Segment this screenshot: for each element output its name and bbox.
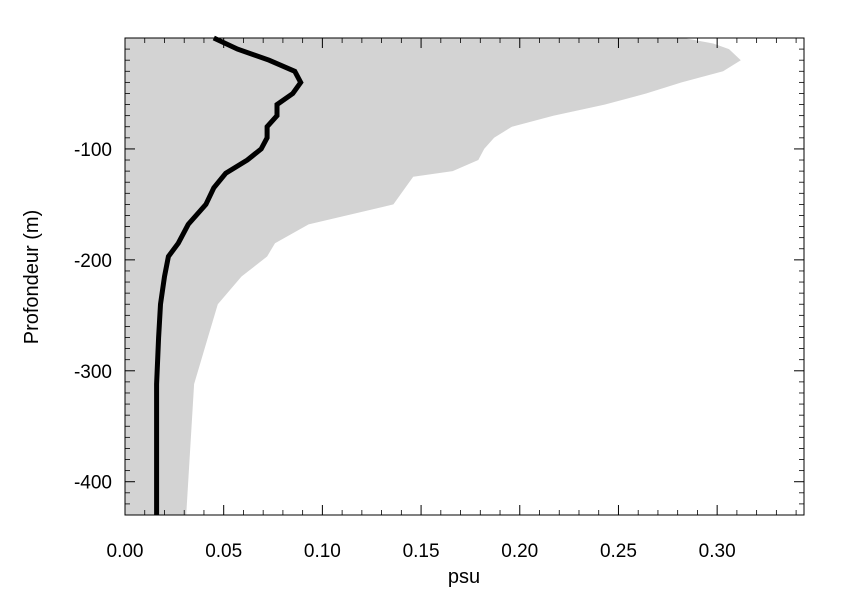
y-tick-label: -400 — [74, 473, 112, 494]
x-tick-label: 0.00 — [107, 541, 144, 562]
x-tick-label: 0.10 — [304, 541, 341, 562]
plot-frame — [124, 37, 805, 516]
plot-content — [125, 35, 741, 515]
x-axis-title: psu — [448, 566, 480, 588]
x-tick-label: 0.15 — [403, 541, 440, 562]
x-tick-label: 0.25 — [600, 541, 637, 562]
x-tick-label: 0.05 — [205, 541, 242, 562]
minor-ticks — [125, 38, 804, 516]
y-axis-title: Profondeur (m) — [21, 210, 43, 345]
x-tick-label: 0.30 — [699, 541, 736, 562]
major-ticks — [124, 38, 804, 515]
mean-profile-line — [154, 35, 304, 515]
y-tick-label: -200 — [74, 251, 112, 272]
y-tick-label: -300 — [74, 362, 112, 383]
shaded-band — [125, 38, 741, 515]
y-tick-label: -100 — [74, 140, 112, 161]
x-tick-label: 0.20 — [501, 541, 538, 562]
tick-labels: 0.00 0.05 0.10 0.15 0.20 0.25 0.30 -100 -200 -300… — [74, 140, 736, 562]
